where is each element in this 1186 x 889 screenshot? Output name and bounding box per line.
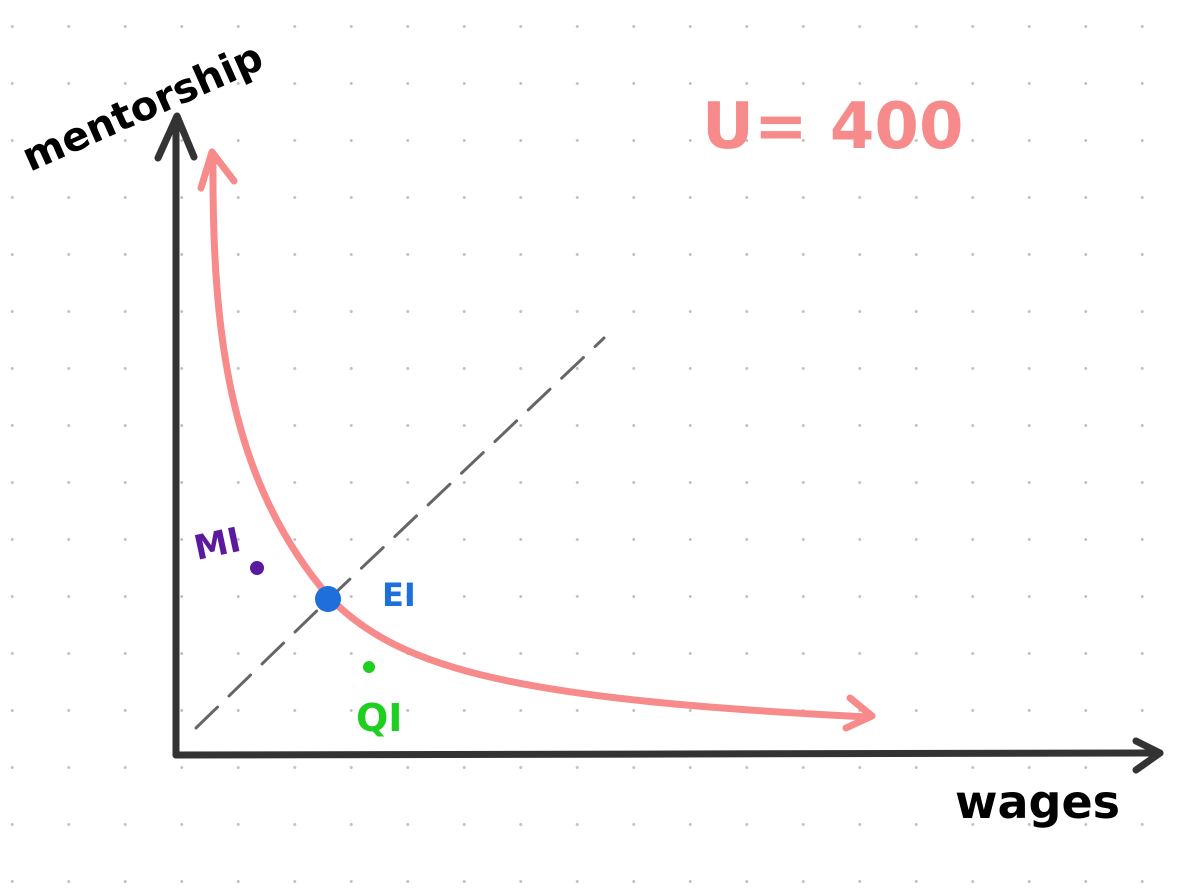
axes (154, 112, 1164, 774)
curve-upper-arrowhead (197, 148, 238, 192)
point-mi-label: MI (191, 520, 245, 569)
x-axis-line (172, 749, 1164, 759)
curve-utility-label: U= 400 (702, 90, 963, 164)
indifference-curve-line (209, 153, 874, 721)
dashed-ray-line (194, 336, 606, 730)
utility-curve (197, 148, 876, 732)
curve-right-arrowhead (842, 694, 876, 732)
y-axis-arrowhead (154, 112, 198, 162)
x-axis-arrowhead (1132, 737, 1164, 774)
point-ei-dot (315, 586, 341, 612)
point-qi-label: QI (356, 696, 402, 740)
y-axis-label: mentorship (15, 34, 270, 181)
x-axis-label: wages (955, 775, 1120, 829)
point-mi-dot (250, 561, 264, 575)
point-ei-label: EI (382, 576, 416, 614)
point-qi-dot (363, 661, 375, 673)
